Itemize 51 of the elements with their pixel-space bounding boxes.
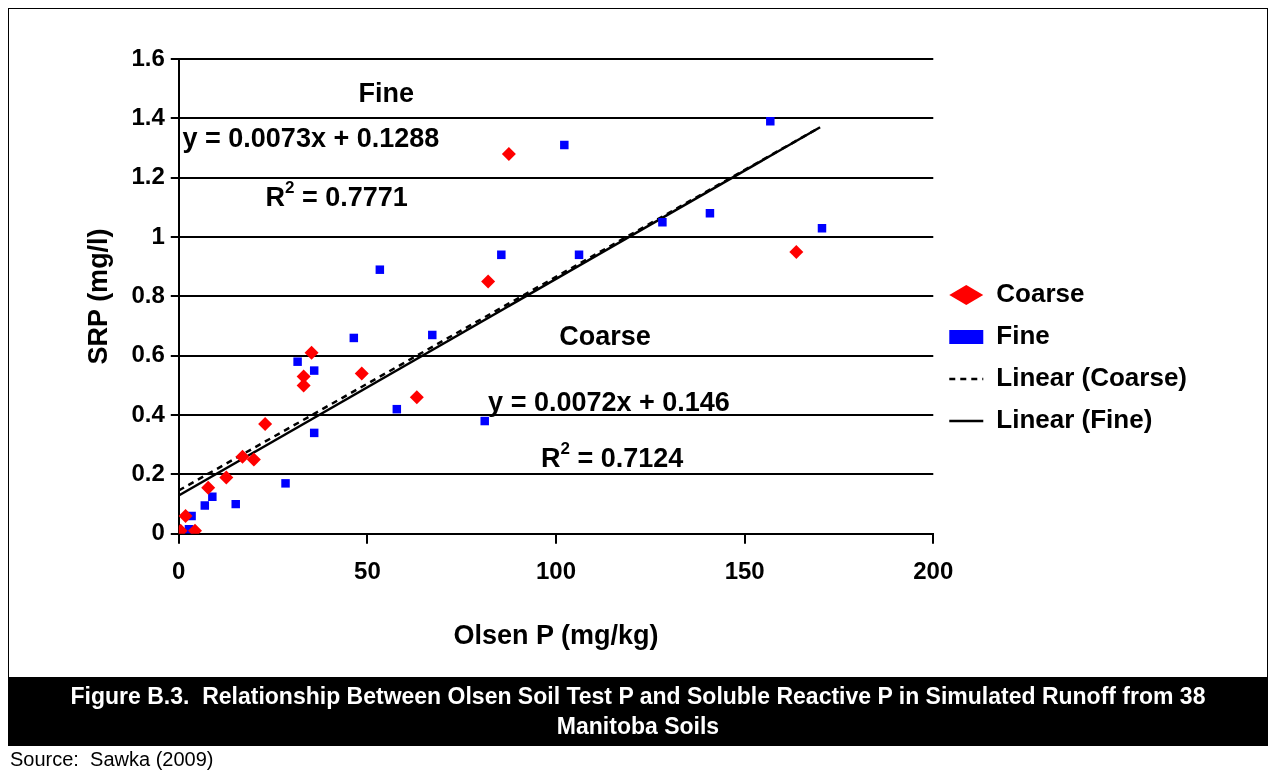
point: [705, 209, 715, 218]
y-tick-label: 0: [151, 518, 165, 546]
annotation: y = 0.0073x + 0.1288: [182, 122, 440, 153]
point: [375, 265, 385, 274]
y-tick-label: 1: [151, 221, 165, 249]
y-tick-label: 0.2: [131, 459, 165, 487]
point: [304, 345, 319, 360]
point: [293, 357, 302, 366]
annotation: Coarse: [559, 321, 651, 352]
point: [766, 117, 775, 126]
x-tick-label: 200: [913, 556, 954, 584]
x-tick-label: 150: [724, 556, 765, 584]
point: [201, 480, 216, 495]
point: [246, 452, 261, 467]
point: [208, 492, 217, 501]
x-tick-label: 0: [172, 556, 186, 584]
point: [658, 217, 667, 227]
point: [497, 250, 506, 260]
point: [428, 330, 437, 340]
point: [501, 146, 516, 161]
legend-label: Linear (Coarse): [996, 362, 1188, 393]
point: [481, 274, 496, 289]
y-tick-label: 0.6: [131, 340, 165, 368]
point: [178, 509, 193, 523]
legend-label: Fine: [996, 320, 1050, 351]
x-axis-title: Olsen P (mg/kg): [453, 620, 659, 651]
point: [281, 479, 290, 488]
y-tick-label: 1.2: [131, 162, 165, 190]
source-note: Source: Sawka (2009): [9, 747, 215, 772]
point: [560, 140, 569, 150]
point: [309, 366, 319, 375]
legend-label: Linear (Fine): [996, 404, 1153, 435]
point: [409, 390, 424, 405]
point: [219, 470, 234, 485]
y-tick-label: 1.6: [131, 43, 165, 71]
x-tick-label: 100: [536, 556, 577, 584]
y-axis-title: SRP (mg/l): [82, 228, 113, 365]
annotation: Fine: [358, 78, 415, 109]
point: [480, 416, 489, 426]
point: [200, 501, 210, 510]
y-tick-label: 1.4: [131, 102, 166, 130]
y-tick-label: 0.8: [131, 281, 165, 309]
legend-label: Coarse: [996, 278, 1085, 309]
point: [235, 449, 250, 464]
y-tick-label: 0.4: [131, 399, 166, 427]
point: [258, 417, 273, 431]
x-tick-label: 50: [354, 556, 381, 584]
point: [789, 244, 804, 259]
text: Figure B.3. Relationship Between Olsen Soil Test P and Soluble Reactive P in Simulated Runoff from 38 Manitoba Soils: [9, 677, 1267, 745]
point: [354, 366, 369, 381]
point: [231, 499, 240, 509]
